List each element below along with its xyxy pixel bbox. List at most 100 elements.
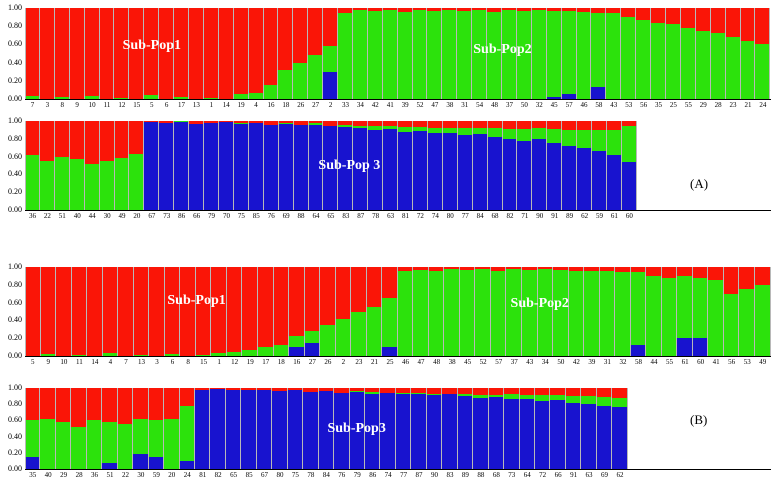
- x-tick-label: 79: [208, 212, 216, 220]
- x-tick-label: 85: [252, 212, 260, 220]
- segment-red: [26, 388, 40, 421]
- subpop-label: Sub-Pop1: [122, 38, 181, 54]
- x-tick-label: 18: [277, 358, 285, 366]
- segment-green: [323, 46, 338, 72]
- y-tick-label: 0.00: [8, 94, 22, 103]
- segment-blue: [677, 338, 692, 356]
- segment-green: [397, 11, 412, 99]
- segment-green: [26, 420, 40, 457]
- segment-green: [179, 405, 194, 461]
- x-tick-label: 17: [178, 101, 186, 109]
- segment-red: [692, 267, 708, 278]
- segment-blue: [532, 138, 547, 210]
- bar-individual-35: [25, 388, 41, 469]
- segment-red: [368, 121, 383, 127]
- bar-individual-1: [211, 267, 227, 356]
- segment-green: [338, 125, 353, 128]
- segment-blue: [427, 133, 442, 210]
- x-axis-labels: 35 40 29 28 36 51 22 30 59 20 24 81 82 65 85 67 80 75 78 84…: [25, 471, 628, 480]
- x-tick-label: 75: [237, 212, 245, 220]
- x-tick-label: 3: [155, 358, 159, 366]
- bar-individual-54: [472, 8, 488, 99]
- segment-green: [102, 422, 117, 463]
- x-tick-label: 25: [669, 101, 677, 109]
- x-tick-label: 49: [118, 212, 126, 220]
- segment-red: [204, 121, 218, 123]
- x-tick-label: 27: [308, 358, 316, 366]
- segment-green: [117, 424, 133, 469]
- segment-green: [395, 392, 411, 395]
- x-tick-label: 83: [446, 471, 454, 479]
- segment-green: [636, 19, 651, 99]
- x-tick-label: 69: [282, 212, 290, 220]
- x-tick-label: 89: [461, 471, 469, 479]
- bar-individual-43: [606, 8, 622, 99]
- bar-individual-66: [550, 388, 566, 469]
- x-tick-label: 54: [476, 101, 484, 109]
- x-tick-label: 67: [261, 471, 269, 479]
- segment-red: [475, 267, 490, 269]
- x-tick-label: 22: [43, 212, 51, 220]
- bar-individual-3: [39, 8, 55, 99]
- segment-red: [303, 388, 318, 393]
- x-tick-label: 19: [246, 358, 254, 366]
- segment-green: [335, 318, 351, 356]
- x-tick-label: 10: [88, 101, 96, 109]
- bar-individual-13: [133, 267, 150, 356]
- segment-green: [203, 98, 218, 99]
- segment-red: [397, 8, 412, 12]
- segment-red: [680, 8, 695, 29]
- bar-individual-43: [522, 267, 538, 356]
- segment-green: [531, 9, 546, 99]
- segment-blue: [225, 390, 241, 469]
- x-tick-label: 23: [355, 358, 363, 366]
- x-tick-label: 14: [91, 358, 99, 366]
- segment-green: [398, 127, 412, 132]
- bar-individual-68: [487, 121, 503, 210]
- bar-individual-52: [475, 267, 491, 356]
- segment-green: [532, 128, 547, 139]
- x-tick-label: 5: [31, 358, 35, 366]
- y-tick-label: 1.00: [8, 383, 22, 392]
- segment-blue: [272, 391, 287, 469]
- segment-green: [661, 277, 677, 356]
- bar-individual-91: [547, 121, 563, 210]
- segment-red: [54, 8, 69, 98]
- bar-individual-21: [366, 267, 383, 356]
- y-tick-label: 1.00: [8, 116, 22, 125]
- bar-individual-14: [218, 8, 234, 99]
- x-tick-label: 87: [415, 471, 423, 479]
- x-tick-label: 82: [506, 212, 514, 220]
- segment-green: [646, 275, 661, 356]
- segment-red: [596, 388, 612, 397]
- segment-green: [621, 17, 636, 99]
- segment-green: [289, 336, 304, 348]
- segment-blue: [457, 396, 473, 469]
- segment-red: [159, 8, 174, 99]
- bar-individual-52: [412, 8, 428, 99]
- segment-green: [665, 24, 680, 99]
- segment-green: [129, 153, 144, 210]
- segment-red: [308, 121, 323, 123]
- segment-blue: [293, 125, 308, 210]
- segment-green: [442, 128, 457, 133]
- bar-individual-48: [487, 8, 502, 99]
- segment-blue: [380, 392, 395, 469]
- bar-individual-44: [646, 267, 662, 356]
- subpop-label: Sub-Pop2: [510, 296, 569, 312]
- bar-individual-75: [287, 388, 304, 469]
- segment-green: [577, 129, 592, 148]
- x-tick-label: 84: [322, 471, 330, 479]
- x-tick-label: 2: [328, 101, 333, 109]
- segment-blue: [473, 397, 488, 469]
- segment-red: [537, 267, 553, 269]
- segment-green: [537, 268, 553, 356]
- segment-blue: [189, 123, 204, 210]
- segment-red: [531, 8, 546, 10]
- x-tick-label: 4: [254, 101, 258, 109]
- bar-individual-7: [118, 267, 134, 356]
- segment-green: [502, 129, 517, 139]
- bar-individual-11: [99, 8, 115, 99]
- bar-individual-9: [69, 8, 85, 99]
- segment-blue: [519, 399, 534, 469]
